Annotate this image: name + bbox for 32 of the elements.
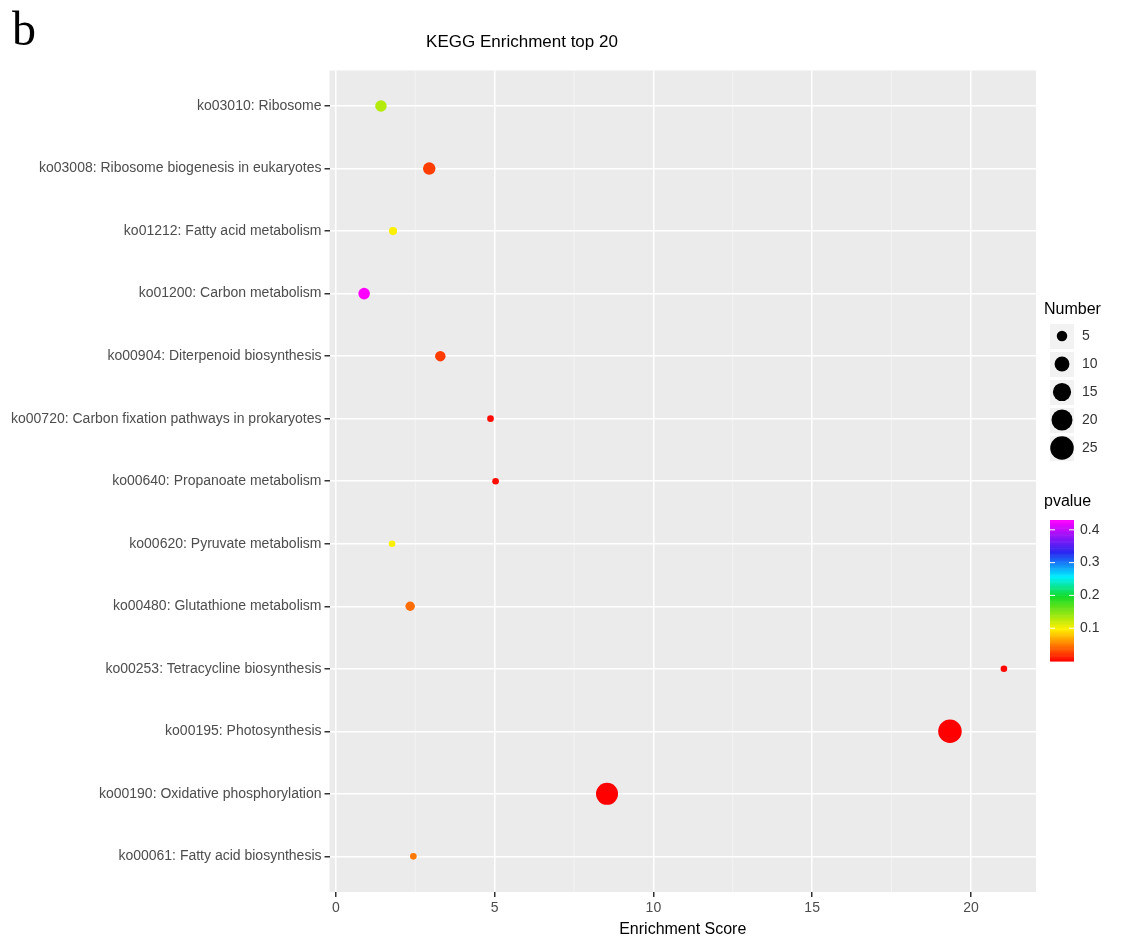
x-tick-label: 15 (804, 899, 821, 916)
y-tick-label: ko03010: Ribosome (196, 96, 322, 113)
color-bar-label: 0.1 (1080, 619, 1100, 636)
y-tick-label: ko00195: Photosynthesis (165, 722, 322, 739)
chart-title: KEGG Enrichment top 20 (426, 31, 618, 51)
y-tick-label: ko01200: Carbon metabolism (138, 284, 322, 301)
legend-label: 15 (1082, 382, 1098, 399)
y-tick-label: ko00720: Carbon fixation pathways in prokaryotes (11, 409, 322, 426)
y-tick-label: ko00620: Pyruvate metabolism (129, 534, 322, 551)
y-tick-label: ko00904: Diterpenoid biosynthesis (107, 347, 322, 364)
x-tick-label: 10 (645, 899, 662, 916)
x-tick-label: 0 (331, 899, 340, 916)
y-tick-label: ko00480: Glutathione metabolism (112, 597, 322, 614)
y-tick-label: ko00640: Propanoate metabolism (112, 472, 322, 489)
x-axis-title: Enrichment Score (619, 919, 747, 937)
legend-label: 20 (1082, 410, 1098, 427)
y-tick-label: ko00253: Tetracycline biosynthesis (105, 659, 322, 676)
y-tick-label: ko00061: Fatty acid biosynthesis (118, 847, 322, 864)
color-bar-label: 0.3 (1080, 553, 1100, 570)
legend-label: 10 (1082, 354, 1098, 371)
legend-label: 25 (1082, 438, 1098, 455)
y-tick-label: ko00190: Oxidative phosphorylation (98, 784, 322, 801)
color-bar-label: 0.2 (1080, 586, 1100, 603)
color-bar-title: pvalue (1044, 492, 1092, 510)
y-tick-label: ko03008: Ribosome biogenesis in eukaryotes (39, 159, 322, 176)
color-bar-label: 0.4 (1080, 520, 1100, 537)
legend-label: 5 (1082, 326, 1090, 343)
legend-title: Number (1044, 300, 1102, 318)
x-tick-label: 20 (963, 899, 979, 916)
text: b (12, 1, 36, 55)
x-tick-label: 5 (490, 899, 499, 916)
y-tick-label: ko01212: Fatty acid metabolism (123, 221, 322, 238)
